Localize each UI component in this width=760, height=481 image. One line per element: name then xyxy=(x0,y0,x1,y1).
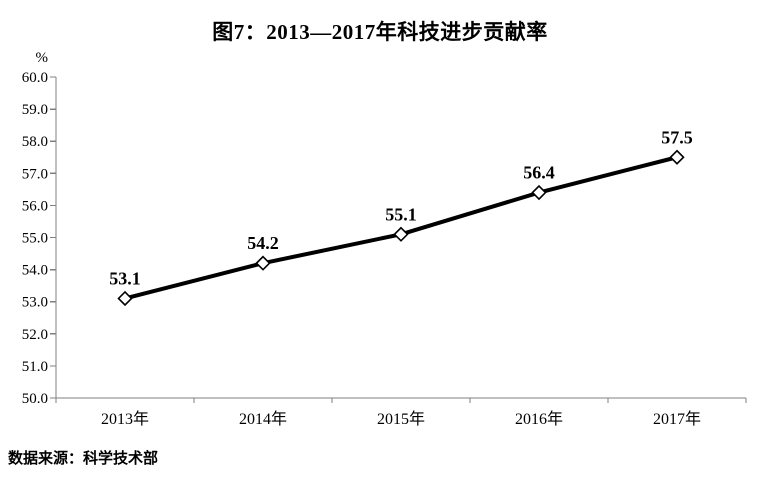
data-point-marker xyxy=(531,184,547,201)
data-point-label: 53.1 xyxy=(109,268,141,288)
y-tick-label: 57.0 xyxy=(22,166,48,182)
data-point-label: 54.2 xyxy=(247,233,279,253)
y-tick-label: 50.0 xyxy=(22,391,48,407)
source-note: 数据来源：科学技术部 xyxy=(8,450,159,467)
y-axis-unit-label: % xyxy=(36,50,49,66)
y-tick-label: 58.0 xyxy=(22,134,48,150)
y-tick-label: 55.0 xyxy=(22,231,48,247)
y-tick-label: 53.0 xyxy=(22,295,48,311)
y-tick-label: 52.0 xyxy=(22,327,48,343)
chart-title: 图7：2013—2017年科技进步贡献率 xyxy=(212,20,548,44)
x-tick-label: 2014年 xyxy=(239,410,287,428)
y-tick-label: 54.0 xyxy=(22,263,48,279)
y-tick-label: 59.0 xyxy=(22,102,48,118)
data-point-marker xyxy=(669,149,685,165)
y-tick-label: 56.0 xyxy=(22,198,48,214)
data-point-marker xyxy=(255,255,271,271)
data-point-label: 57.5 xyxy=(661,127,693,147)
x-tick-label: 2017年 xyxy=(653,410,701,428)
x-tick-label: 2013年 xyxy=(101,410,149,428)
y-tick-label: 60.0 xyxy=(22,70,48,86)
data-point-marker xyxy=(393,226,409,242)
y-tick-label: 51.0 xyxy=(22,359,48,375)
axes-group xyxy=(50,76,747,403)
data-point-label: 56.4 xyxy=(523,163,555,183)
data-point-marker xyxy=(117,290,133,307)
x-tick-label: 2015年 xyxy=(377,410,425,428)
x-tick-label: 2016年 xyxy=(515,410,563,428)
data-point-label: 55.1 xyxy=(385,204,417,224)
